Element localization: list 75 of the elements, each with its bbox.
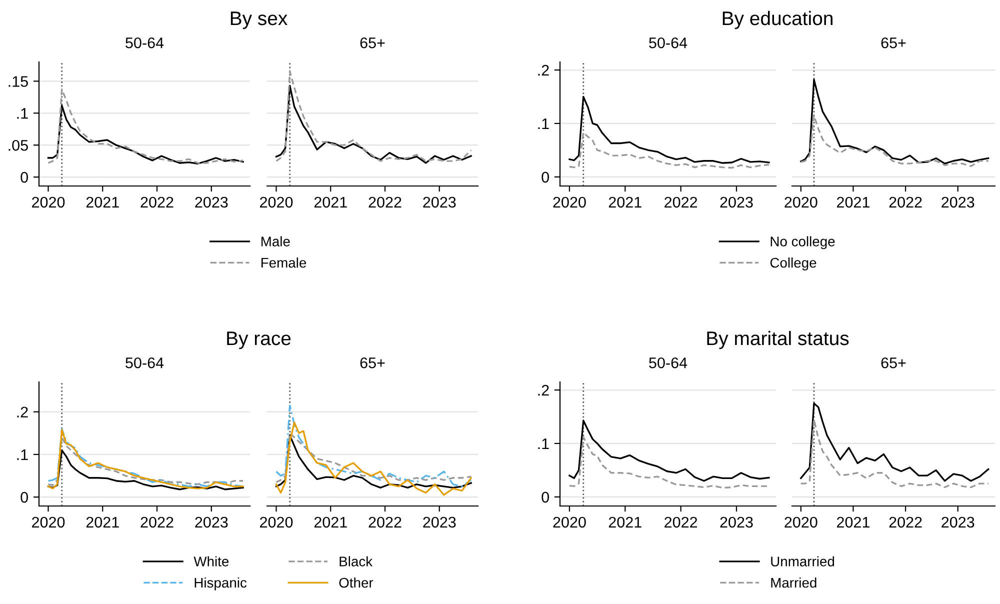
y-tick-label: 0 [542,492,549,503]
legend-label: Female [261,257,306,268]
line-series [47,436,244,486]
chart-subtitle: 65+ [360,37,385,48]
legend-label: Other [339,577,374,588]
y-tick-label: .15 [8,76,28,87]
x-tick-label: 2023 [423,516,456,528]
chart-title: By race [227,332,291,350]
legend-label: Unmarried [771,556,834,566]
x-tick-label: 2021 [314,196,347,208]
x-tick-label: 2020 [553,196,586,208]
legend-label: College [770,257,816,270]
y-tick-label: .1 [538,118,549,129]
x-tick-label: 2020 [260,196,293,208]
line-series [47,88,244,164]
x-tick-label: 2020 [260,516,293,528]
y-tick-label: 0 [20,492,28,503]
x-tick-label: 2022 [889,196,922,208]
x-tick-label: 2023 [720,516,753,528]
y-tick-label: 0 [542,172,549,183]
y-tick-label: .2 [538,64,549,76]
legend-label: White [194,556,229,566]
x-tick-label: 2022 [368,516,402,528]
chart-subtitle: 50-64 [649,357,688,368]
y-tick-label: .1 [17,108,28,119]
line-series [47,104,244,164]
x-tick-label: 2022 [664,516,698,528]
legend-label: Hispanic [194,577,247,590]
chart-title: By sex [230,12,288,30]
chart-subtitle: 50-64 [649,37,688,48]
legend-label: No college [770,236,835,250]
legend-label: Male [261,236,290,246]
chart-title: By marital status [707,330,849,350]
line-series [568,420,770,482]
x-tick-label: 2021 [836,516,870,528]
x-tick-label: 2022 [368,196,402,208]
chart-title: By education [722,10,832,30]
x-tick-label: 2023 [195,516,228,528]
x-tick-label: 2022 [140,516,174,528]
x-tick-label: 2020 [784,196,818,208]
x-tick-label: 2021 [86,516,119,528]
y-tick-label: .2 [538,384,549,396]
line-series [568,436,770,489]
chart-subtitle: 50-64 [126,37,164,48]
legend-label: Married [771,577,816,588]
y-tick-label: .1 [17,449,28,460]
x-tick-label: 2021 [608,516,642,528]
x-tick-label: 2022 [664,196,698,208]
x-tick-label: 2020 [784,516,818,528]
line-series [568,96,770,164]
x-tick-label: 2021 [608,196,642,208]
x-tick-label: 2023 [942,516,974,528]
x-tick-label: 2022 [889,516,922,528]
legend-label: Black [340,556,373,566]
line-series [568,132,770,169]
y-tick-label: .2 [17,406,28,418]
x-tick-label: 2023 [195,196,228,208]
x-tick-label: 2021 [86,196,119,208]
chart-subtitle: 65+ [881,357,906,368]
x-tick-label: 2023 [720,196,753,208]
y-tick-label: 0 [20,172,28,183]
x-tick-label: 2023 [942,196,974,208]
x-tick-label: 2021 [314,516,347,528]
x-tick-label: 2023 [423,196,456,208]
x-tick-label: 2020 [32,196,65,208]
line-series [47,449,244,490]
x-tick-label: 2020 [32,516,65,528]
y-tick-label: .05 [8,140,28,151]
chart-subtitle: 65+ [360,357,385,368]
chart-subtitle: 65+ [881,37,906,48]
x-tick-label: 2021 [836,196,870,208]
x-tick-label: 2020 [553,516,586,528]
chart-subtitle: 50-64 [126,357,164,368]
y-tick-label: .1 [538,438,549,449]
x-tick-label: 2022 [140,196,174,208]
